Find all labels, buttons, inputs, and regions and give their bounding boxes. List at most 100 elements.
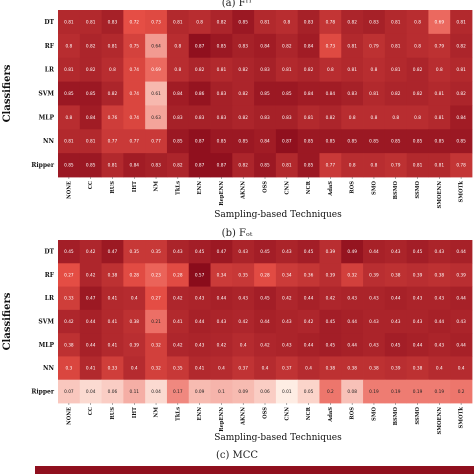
heatmap-cell: [145, 129, 168, 154]
heatmap-cell: [297, 356, 320, 381]
column-label: ENN: [197, 181, 203, 195]
heatmap-cell: [58, 286, 81, 311]
cell-value-label: 0.44: [86, 319, 96, 325]
heatmap-cell: [79, 129, 102, 154]
heatmap-cell: [254, 57, 277, 82]
cell-value-label: 0.43: [391, 249, 401, 255]
heatmap-cell: [123, 57, 146, 82]
cell-value-label: 0.17: [173, 389, 183, 395]
row-label: RF: [45, 43, 55, 50]
heatmap-cell: [297, 105, 320, 130]
heatmap-cell: [79, 333, 102, 357]
heatmap-cell: [232, 57, 255, 82]
cell-value-label: 0.38: [129, 319, 139, 325]
cell-value-label: 0.8: [65, 43, 72, 49]
heatmap-cell: [123, 263, 146, 287]
heatmap-cell: [254, 263, 277, 287]
row-label: SVM: [38, 91, 54, 98]
heatmap-cell: [275, 240, 299, 264]
heatmap-cell: [188, 10, 211, 35]
cell-value-label: 0.82: [347, 19, 357, 25]
cell-value-label: 0.4: [436, 366, 443, 372]
cell-value-label: 0.43: [391, 319, 401, 325]
cell-value-label: 0.83: [217, 115, 227, 121]
heatmap-cell: [363, 356, 386, 381]
heatmap-cell: [341, 379, 364, 404]
column-label: OSS: [263, 407, 269, 419]
heatmap-cell: [145, 33, 168, 59]
cell-value-label: 0.43: [282, 249, 292, 255]
cell-value-label: 0.43: [238, 249, 248, 255]
heatmap-cell: [188, 356, 211, 381]
heatmap-cell: [297, 286, 320, 311]
cell-value-label: 0.4: [305, 366, 312, 372]
heatmap-cell: [254, 10, 277, 35]
row-label: LR: [45, 295, 55, 302]
cell-value-label: 0.41: [108, 319, 118, 325]
cell-value-label: 0.78: [326, 19, 336, 25]
cell-value-label: 0.43: [282, 319, 292, 325]
heatmap-cell: [450, 10, 473, 35]
heatmap-cell: [145, 309, 168, 334]
heatmap-cell: [406, 379, 429, 404]
heatmap-cell: [428, 379, 451, 404]
heatmap-cell: [254, 356, 277, 381]
cell-value-label: 0.83: [173, 115, 183, 121]
cell-value-label: 0.82: [413, 91, 423, 97]
heatmap-cell: [450, 129, 473, 154]
column-label: TkLs: [175, 181, 181, 195]
cell-value-label: 0.82: [282, 43, 292, 49]
column-label: ROS: [350, 181, 356, 194]
cell-value-label: 0.84: [260, 43, 270, 49]
heatmap-cell: [406, 309, 429, 334]
heatmap-cell: [363, 81, 386, 106]
heatmap-cell: [145, 153, 168, 178]
heatmap-cell: [428, 10, 451, 35]
column-label: CC: [88, 181, 94, 189]
cell-value-label: 0.42: [217, 342, 227, 348]
cell-value-label: 0.2: [458, 389, 465, 395]
column-label: SMOTk: [459, 181, 465, 203]
cell-value-label: 0.45: [304, 249, 314, 255]
cell-value-label: 0.38: [108, 272, 118, 278]
heatmap-cell: [210, 10, 233, 35]
heatmap-cell: [297, 129, 320, 154]
cell-value-label: 0.83: [260, 115, 270, 121]
heatmap-cell: [341, 153, 364, 178]
cell-value-label: 0.81: [435, 91, 445, 97]
cell-value-label: 0.83: [151, 163, 161, 169]
cell-value-label: 0.41: [108, 342, 118, 348]
heatmap-cell: [79, 105, 102, 130]
heatmap-cell: [275, 10, 299, 35]
cell-value-label: 0.44: [347, 342, 357, 348]
heatmap-cell: [58, 129, 81, 154]
cell-value-label: 0.83: [238, 43, 248, 49]
heatmap-cell: [123, 240, 146, 264]
cell-value-label: 0.39: [391, 366, 401, 372]
cell-value-label: 0.85: [86, 163, 96, 169]
heatmap-cell: [210, 263, 233, 287]
heatmap-cell: [79, 81, 102, 106]
heatmap-cell: [232, 263, 255, 287]
heatmap-cell: [166, 129, 190, 154]
heatmap-cell: [232, 286, 255, 311]
heatmap-cell: [319, 333, 342, 357]
heatmap-cell: [450, 379, 473, 404]
heatmap-cell: [210, 153, 233, 178]
cell-value-label: 0.84: [173, 91, 183, 97]
row-label: MLP: [39, 342, 55, 349]
cell-value-label: 0.43: [282, 342, 292, 348]
cell-value-label: 0.81: [282, 67, 292, 73]
heatmap-cell: [297, 57, 320, 82]
cell-value-label: 0.78: [456, 163, 466, 169]
heatmap-cell: [79, 33, 102, 59]
heatmap-cell: [210, 33, 233, 59]
cell-value-label: 0.79: [435, 43, 445, 49]
heatmap-cell: [232, 105, 255, 130]
cell-value-label: 0.41: [195, 366, 205, 372]
heatmap-cell: [275, 33, 299, 59]
cell-value-label: 0.8: [436, 67, 443, 73]
column-label: AdaS: [328, 407, 334, 423]
heatmap-cell: [450, 33, 473, 59]
cell-value-label: 0.39: [456, 272, 466, 278]
